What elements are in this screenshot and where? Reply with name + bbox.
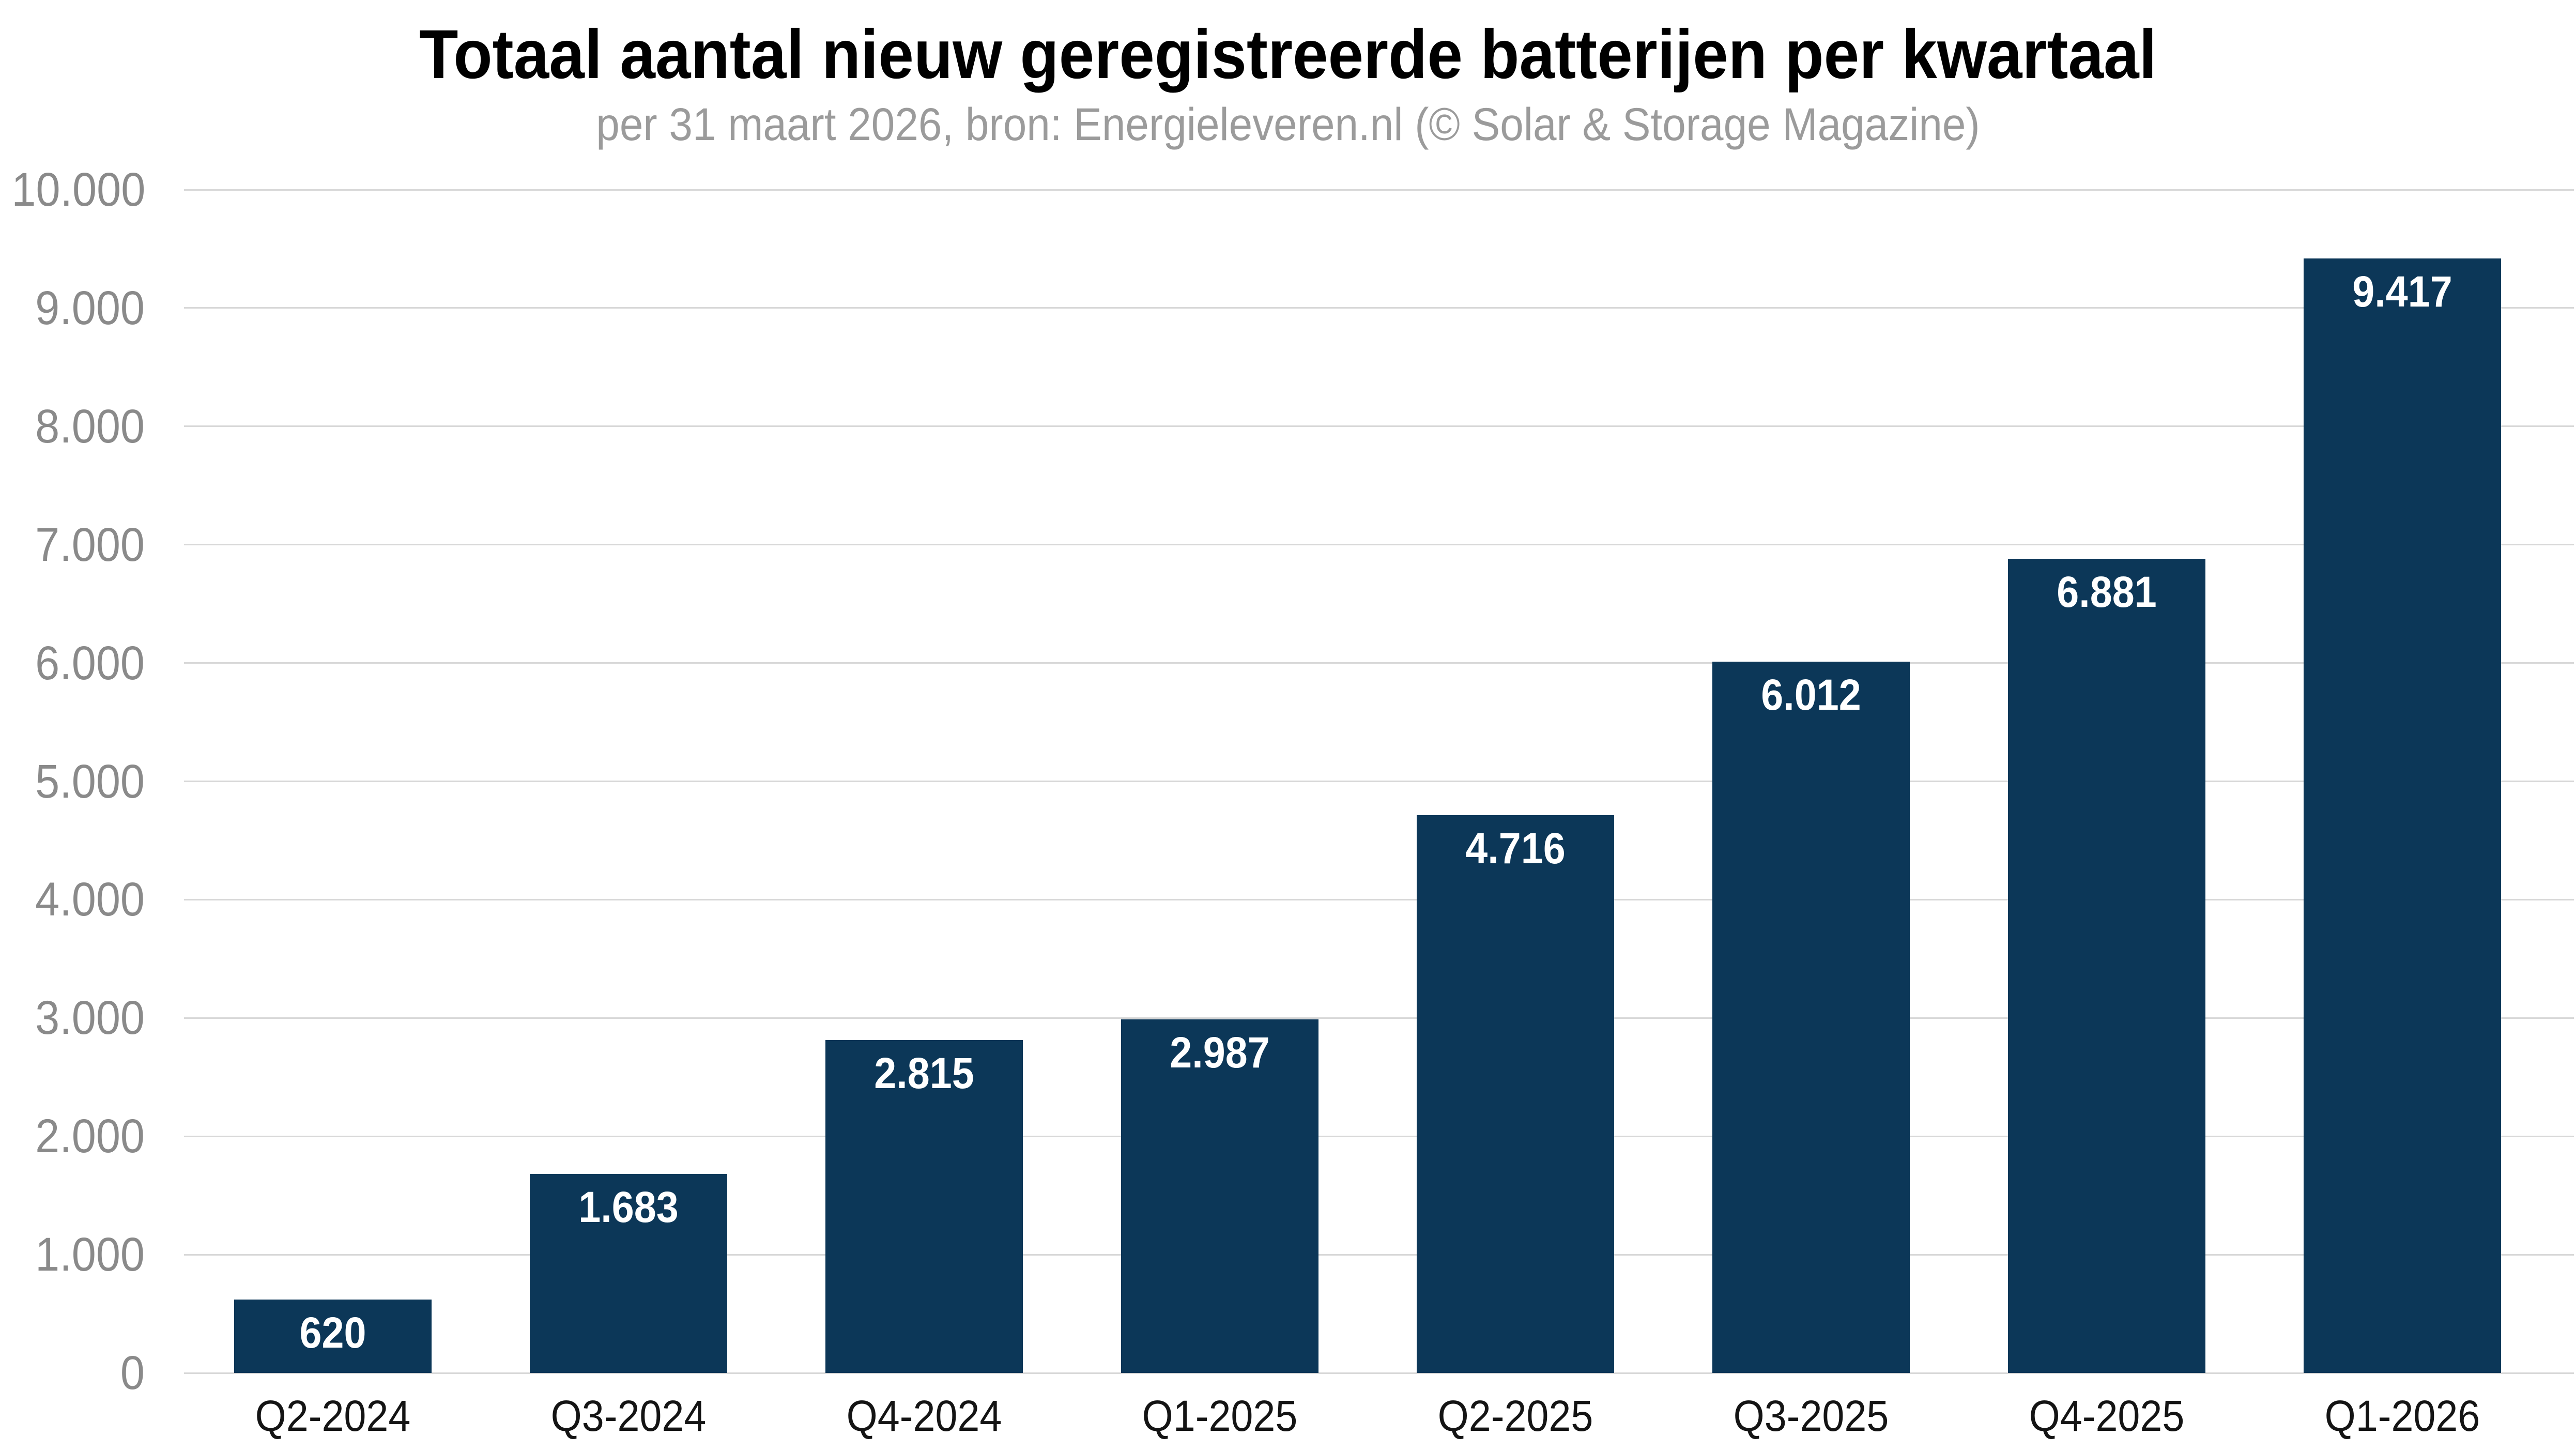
y-axis-tick-label: 5.000: [35, 755, 145, 808]
bar-Q2-2024[interactable]: [234, 1300, 432, 1373]
x-axis-category-label: Q1-2026: [2324, 1392, 2480, 1440]
chart-title: Totaal aantal nieuw geregistreerde batte…: [419, 16, 2157, 93]
x-axis-category-label: Q3-2025: [1733, 1392, 1889, 1440]
x-axis-category-label: Q2-2024: [255, 1392, 411, 1440]
y-axis-tick-label: 7.000: [35, 518, 145, 571]
bar-Q4-2025[interactable]: [2008, 559, 2205, 1373]
bar-Q1-2026[interactable]: [2304, 258, 2501, 1373]
bar-value-label: 1.683: [578, 1183, 679, 1231]
gridline-y-6000: [184, 662, 2574, 664]
x-axis-category-label: Q4-2025: [2029, 1392, 2185, 1440]
gridline-y-0: [184, 1372, 2574, 1374]
y-axis-tick-label: 1.000: [35, 1228, 145, 1281]
y-axis-tick-label: 3.000: [35, 991, 145, 1045]
bar-value-label: 6.012: [1761, 670, 1861, 719]
gridline-y-7000: [184, 544, 2574, 546]
bar-value-label: 2.815: [874, 1049, 974, 1097]
bar-value-label: 9.417: [2352, 267, 2452, 316]
gridline-y-1000: [184, 1254, 2574, 1256]
y-axis-tick-label: 10.000: [11, 163, 146, 216]
gridline-y-4000: [184, 898, 2574, 900]
bar-value-label: 620: [299, 1308, 366, 1357]
gridline-y-2000: [184, 1135, 2574, 1137]
y-axis-tick-label: 4.000: [35, 873, 145, 926]
bar-Q1-2025[interactable]: [1121, 1019, 1318, 1373]
y-axis-tick-label: 6.000: [35, 636, 145, 690]
bar-value-label: 6.881: [2057, 568, 2157, 616]
gridline-y-10000: [184, 189, 2574, 191]
gridline-y-3000: [184, 1017, 2574, 1019]
bar-Q3-2025[interactable]: [1712, 662, 1910, 1373]
y-axis-tick-label: 2.000: [35, 1110, 145, 1163]
gridline-y-5000: [184, 781, 2574, 782]
bar-value-label: 4.716: [1465, 824, 1566, 873]
y-axis-tick-label: 8.000: [35, 400, 145, 453]
bar-Q3-2024[interactable]: [530, 1174, 727, 1373]
bar-value-label: 2.987: [1170, 1028, 1270, 1077]
bar-Q4-2024[interactable]: [825, 1040, 1023, 1373]
y-axis-tick-label: 9.000: [35, 281, 145, 334]
x-axis-category-label: Q2-2025: [1437, 1392, 1593, 1440]
gridline-y-9000: [184, 307, 2574, 309]
gridline-y-8000: [184, 425, 2574, 427]
bar-Q2-2025[interactable]: [1417, 815, 1614, 1373]
x-axis-category-label: Q1-2025: [1142, 1392, 1298, 1440]
chart-subtitle: per 31 maart 2026, bron: Energieleveren.…: [596, 98, 1980, 150]
x-axis-category-label: Q4-2024: [846, 1392, 1002, 1440]
x-axis-category-label: Q3-2024: [550, 1392, 707, 1440]
y-axis-tick-label: 0: [120, 1347, 145, 1399]
